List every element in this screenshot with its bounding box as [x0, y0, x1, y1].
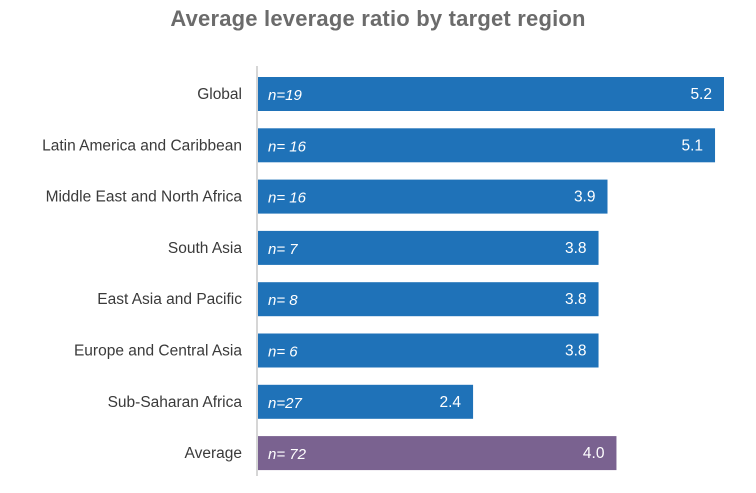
- sample-size-label: n= 6: [268, 344, 298, 361]
- sample-size-label: n=19: [268, 87, 302, 104]
- value-label: 2.4: [440, 394, 462, 411]
- sample-size-label: n= 8: [268, 292, 298, 309]
- sample-size-label: n= 16: [268, 138, 307, 155]
- bar: [258, 384, 474, 419]
- value-label: 4.0: [583, 445, 605, 462]
- value-label: 5.1: [681, 137, 703, 154]
- value-label: 3.8: [565, 343, 587, 360]
- category-label: Middle East and North Africa: [46, 189, 243, 206]
- bar: [258, 282, 599, 317]
- category-label: Latin America and Caribbean: [42, 137, 242, 154]
- sample-size-label: n=27: [268, 395, 302, 412]
- sample-size-label: n= 72: [268, 446, 307, 463]
- category-label: Europe and Central Asia: [74, 343, 242, 360]
- category-label: East Asia and Pacific: [97, 291, 242, 308]
- bar-average: [258, 436, 617, 471]
- category-label: Global: [197, 86, 242, 103]
- sample-size-label: n= 7: [268, 241, 298, 258]
- bar: [258, 128, 716, 163]
- value-label: 3.8: [565, 291, 587, 308]
- bar: [258, 230, 599, 265]
- value-label: 5.2: [690, 86, 712, 103]
- bar: [258, 333, 599, 368]
- category-label: Sub-Saharan Africa: [108, 394, 243, 411]
- category-label: Average: [185, 445, 242, 462]
- value-label: 3.8: [565, 240, 587, 257]
- category-label: South Asia: [168, 240, 242, 257]
- value-label: 3.9: [574, 189, 596, 206]
- bar: [258, 77, 724, 111]
- sample-size-label: n= 16: [268, 190, 307, 207]
- bar: [258, 179, 608, 214]
- chart-title: Average leverage ratio by target region: [170, 6, 586, 31]
